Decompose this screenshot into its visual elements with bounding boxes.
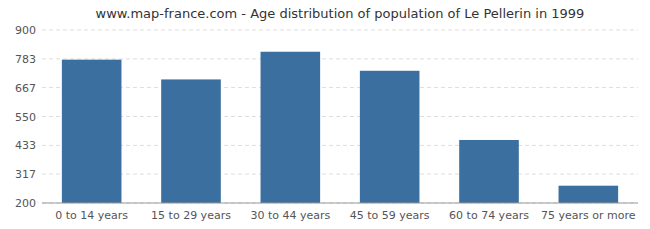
bar bbox=[559, 186, 619, 203]
grid-line bbox=[42, 203, 638, 204]
y-tick-label: 783 bbox=[15, 53, 36, 66]
bars bbox=[62, 52, 618, 203]
grid-line bbox=[42, 145, 638, 146]
y-axis: 200 317 433 550 667 783 900 bbox=[15, 24, 36, 210]
chart: www.map-france.com - Age distribution of… bbox=[0, 0, 650, 229]
x-tick-label: 60 to 74 years bbox=[449, 209, 529, 222]
y-tick-label: 317 bbox=[15, 168, 36, 181]
grid-line bbox=[42, 174, 638, 175]
y-tick-label: 550 bbox=[15, 111, 36, 124]
x-tick-label: 0 to 14 years bbox=[55, 209, 128, 222]
bar bbox=[360, 71, 420, 203]
bar bbox=[261, 52, 321, 203]
grid-line bbox=[42, 87, 638, 88]
y-tick-label: 900 bbox=[15, 24, 36, 37]
x-tick-label: 45 to 59 years bbox=[350, 209, 430, 222]
x-tick-label: 75 years or more bbox=[541, 209, 636, 222]
chart-container: www.map-france.com - Age distribution of… bbox=[0, 0, 650, 229]
grid bbox=[42, 30, 638, 203]
grid-line bbox=[42, 30, 638, 31]
grid-line bbox=[42, 116, 638, 117]
bar bbox=[459, 140, 519, 203]
x-axis: 0 to 14 years 15 to 29 years 30 to 44 year… bbox=[42, 203, 638, 222]
title: www.map-france.com - Age distribution of… bbox=[96, 6, 585, 21]
y-tick-label: 433 bbox=[15, 139, 36, 152]
bar bbox=[62, 60, 122, 203]
x-axis-line bbox=[42, 203, 638, 204]
bar bbox=[161, 79, 221, 203]
x-tick-label: 15 to 29 years bbox=[151, 209, 231, 222]
grid-line bbox=[42, 58, 638, 59]
y-tick-label: 200 bbox=[15, 197, 36, 210]
y-tick-label: 667 bbox=[15, 82, 36, 95]
x-tick-label: 30 to 44 years bbox=[250, 209, 330, 222]
